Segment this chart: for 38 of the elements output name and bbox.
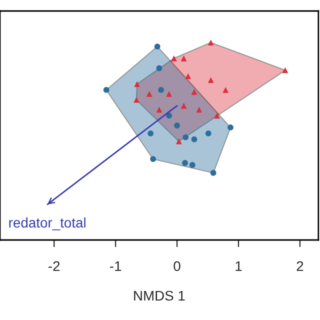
point xyxy=(196,106,202,113)
point xyxy=(166,90,172,97)
point xyxy=(134,81,140,87)
x-tick-label: -2 xyxy=(48,261,60,271)
point xyxy=(171,55,177,62)
point xyxy=(174,122,180,128)
x-tick-label: -1 xyxy=(110,261,122,271)
point xyxy=(228,124,234,130)
point xyxy=(182,134,189,140)
point xyxy=(146,90,152,97)
point xyxy=(222,87,229,93)
x-tick-label: 2 xyxy=(296,261,304,271)
point xyxy=(282,67,288,74)
point xyxy=(210,170,216,176)
point xyxy=(148,130,154,136)
point xyxy=(208,40,214,46)
point xyxy=(182,160,188,166)
point xyxy=(150,156,156,162)
point xyxy=(103,87,110,93)
point xyxy=(156,65,162,72)
point xyxy=(158,87,164,93)
point xyxy=(185,73,192,80)
point xyxy=(154,44,160,50)
point xyxy=(156,106,162,113)
point xyxy=(205,130,212,136)
point xyxy=(176,138,182,144)
x-tick-label: 0 xyxy=(174,261,180,272)
x-tick-label: 1 xyxy=(236,261,242,271)
annotation: redator_total xyxy=(9,217,86,230)
point xyxy=(180,55,187,62)
point xyxy=(191,88,198,95)
x-axis-title: NMDS 1 xyxy=(134,290,185,301)
point xyxy=(191,136,198,142)
point xyxy=(214,112,220,119)
point xyxy=(166,112,172,119)
point xyxy=(189,162,196,168)
point xyxy=(134,96,140,103)
point xyxy=(208,77,214,84)
